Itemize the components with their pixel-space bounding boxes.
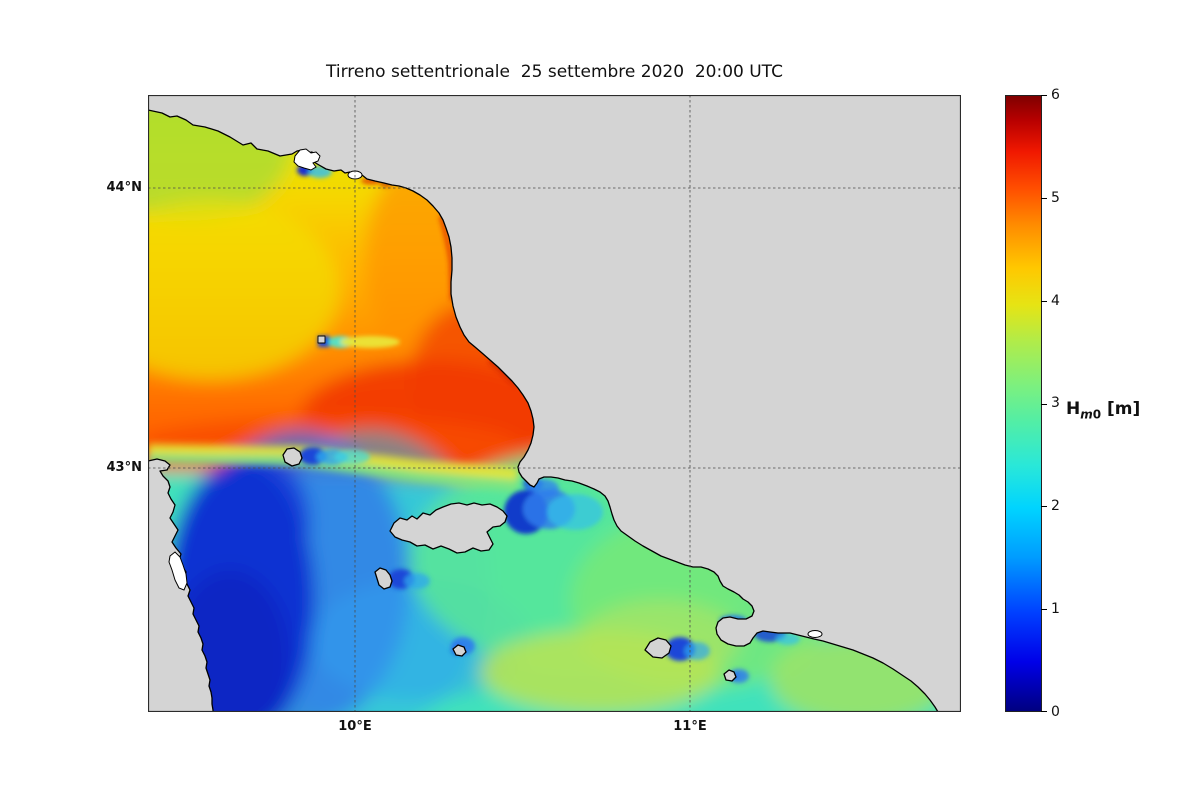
- plot-border: [148, 95, 961, 712]
- island-giglio: [644, 637, 672, 659]
- wave-height-map: [148, 95, 961, 712]
- island-capraia: [282, 447, 303, 467]
- ytick-43n: 43°N: [106, 460, 142, 475]
- colorbar-ticklabel-0: 0: [1051, 704, 1060, 720]
- colorbar-tick: [1041, 95, 1047, 96]
- colorbar: [1005, 95, 1042, 712]
- map-canvas: [148, 95, 961, 712]
- colorbar-ticklabel-6: 6: [1051, 87, 1060, 103]
- xtick-10e: 10°E: [338, 719, 372, 734]
- xtick-11e: 11°E: [673, 719, 707, 734]
- colorbar-tick: [1041, 711, 1047, 712]
- colorbar-ticklabel-4: 4: [1051, 293, 1060, 309]
- colorbar-tick: [1041, 198, 1047, 199]
- colorbar-ticklabel-1: 1: [1051, 601, 1060, 617]
- colorbar-tick: [1041, 506, 1047, 507]
- gridlines: [148, 95, 961, 712]
- figure-title: Tirreno settentrionale 25 settembre 2020…: [326, 62, 783, 82]
- colorbar-label: Hm0 [m]: [1066, 399, 1141, 422]
- colorbar-tick: [1041, 404, 1047, 405]
- island-pianosa: [374, 567, 393, 590]
- colorbar-tick: [1041, 301, 1047, 302]
- orbetello-lagoon-white: [807, 630, 823, 638]
- biguglia-lagoon-white: [168, 551, 188, 591]
- colorbar-ticklabel-2: 2: [1051, 498, 1060, 514]
- wave-front-bands: [148, 444, 518, 492]
- colorbar-ticklabel-3: 3: [1051, 395, 1060, 411]
- laspezia-gulf-white: [293, 148, 321, 171]
- island-gorgona: [317, 335, 326, 344]
- island-giannutri: [723, 669, 737, 682]
- colorbar-ticklabel-5: 5: [1051, 190, 1060, 206]
- colorbar-tick: [1041, 609, 1047, 610]
- island-montecristo: [452, 644, 467, 657]
- island-elba: [389, 502, 508, 554]
- island-wakes: [297, 164, 800, 683]
- ytick-44n: 44°N: [106, 180, 142, 195]
